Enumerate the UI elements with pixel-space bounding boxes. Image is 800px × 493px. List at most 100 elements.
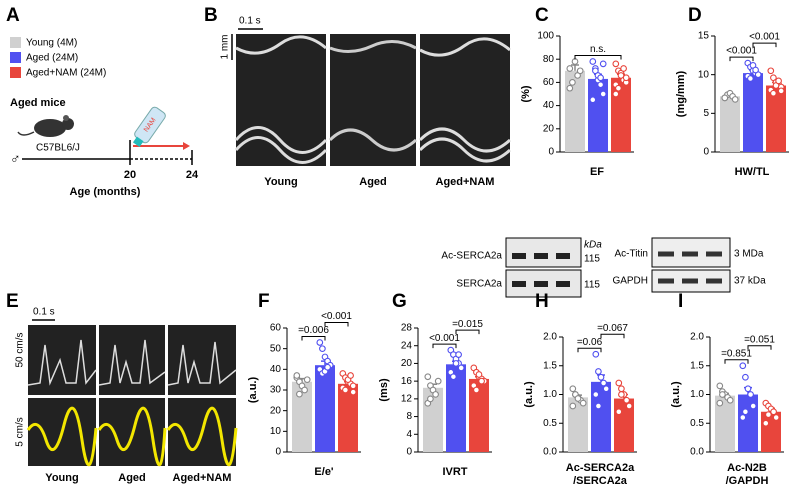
data-point: [739, 362, 747, 370]
bracket: [729, 56, 754, 62]
data-point: [347, 372, 354, 379]
data-point: [597, 81, 604, 89]
scale-label: 5 cm/s: [15, 417, 26, 446]
y-tick-label: 20: [401, 358, 413, 369]
y-tick-label: 0.0: [543, 447, 557, 458]
data-point: [595, 402, 602, 410]
data-point: [747, 75, 754, 82]
data-point: [612, 90, 620, 98]
image-label: Young: [264, 176, 297, 188]
bar: [588, 78, 608, 152]
data-point: [742, 373, 749, 381]
data-point: [719, 391, 726, 398]
panel-letter: A: [6, 5, 20, 26]
annotation: <0.001: [429, 333, 460, 344]
y-axis-label: (a.u.): [670, 381, 682, 408]
data-point: [625, 402, 633, 410]
data-point: [716, 399, 724, 407]
data-point: [569, 385, 577, 393]
legend-label: Aged+NAM (24M): [26, 68, 106, 79]
data-point: [597, 373, 605, 381]
bar: [738, 394, 758, 452]
x-axis-label: EF: [590, 166, 604, 178]
y-tick-label: 20: [270, 405, 282, 416]
data-point: [589, 96, 597, 104]
image-label: Aged: [359, 176, 387, 188]
data-point: [615, 408, 623, 416]
legend-swatch: [10, 37, 21, 48]
annotation: <0.001: [321, 311, 352, 322]
data-point: [455, 351, 462, 358]
bar: [315, 365, 335, 452]
y-tick-label: 1.0: [690, 389, 704, 400]
y-axis-label: (ms): [378, 378, 390, 402]
data-point: [592, 350, 600, 358]
y-axis-label: (a.u.): [247, 377, 259, 404]
x-axis-label: /SERCA2a: [573, 475, 628, 487]
data-point: [767, 67, 775, 75]
echo-images: [234, 34, 512, 166]
bracket: [574, 55, 622, 60]
y-tick-label: 16: [401, 376, 413, 387]
data-point: [602, 385, 610, 393]
data-point: [772, 414, 780, 421]
y-tick-label: 5: [703, 108, 709, 119]
legend-swatch: [10, 52, 21, 63]
bar: [338, 383, 358, 452]
annotation: =0.006: [298, 325, 329, 336]
data-point: [571, 58, 579, 65]
y-tick-label: 50: [270, 343, 282, 354]
blot-size: 3 MDa: [734, 249, 764, 260]
data-point: [612, 60, 620, 68]
y-tick-label: 60: [270, 323, 282, 334]
annotation: =0.06: [577, 337, 603, 348]
data-point: [775, 77, 782, 85]
data-point: [432, 391, 439, 398]
data-point: [622, 74, 630, 82]
data-point: [749, 402, 757, 410]
age-start: 20: [124, 169, 136, 181]
data-point: [726, 396, 734, 404]
data-point: [424, 373, 432, 381]
y-tick-label: 15: [698, 31, 710, 42]
data-point: [595, 368, 602, 375]
blot-size: 37 kDa: [734, 276, 766, 287]
bar: [720, 96, 740, 152]
bar: [446, 364, 466, 452]
blot-label: SERCA2a: [456, 279, 502, 290]
image-label: Aged+NAM: [436, 176, 495, 188]
data-point: [566, 84, 574, 92]
annotation: <0.001: [726, 46, 757, 57]
data-point: [620, 65, 627, 72]
bar: [469, 378, 489, 452]
data-point: [731, 96, 739, 103]
y-tick-label: 0: [406, 447, 412, 458]
data-point: [742, 408, 749, 416]
data-point: [569, 402, 577, 410]
data-point: [739, 414, 747, 421]
y-tick-label: 1.0: [543, 389, 557, 400]
data-point: [316, 339, 324, 346]
data-point: [434, 377, 442, 385]
annotation: =0.851: [721, 348, 752, 359]
bracket: [324, 321, 349, 327]
bar: [568, 397, 588, 452]
data-point: [349, 388, 357, 396]
data-point: [349, 382, 357, 390]
bar: [591, 381, 611, 452]
blot-size: 115: [584, 280, 600, 291]
x-axis-label: E/e': [314, 466, 334, 478]
legend-label: Young (4M): [26, 38, 77, 49]
doppler-images: [26, 325, 238, 466]
error-bar: [571, 64, 579, 71]
data-point: [296, 390, 303, 398]
data-point: [716, 382, 724, 390]
y-tick-label: 0.5: [543, 418, 557, 429]
data-point: [777, 87, 785, 95]
data-point: [600, 379, 607, 387]
data-point: [576, 67, 584, 75]
y-tick-label: 0: [548, 147, 554, 158]
bracket: [301, 335, 326, 341]
bar: [292, 381, 312, 452]
